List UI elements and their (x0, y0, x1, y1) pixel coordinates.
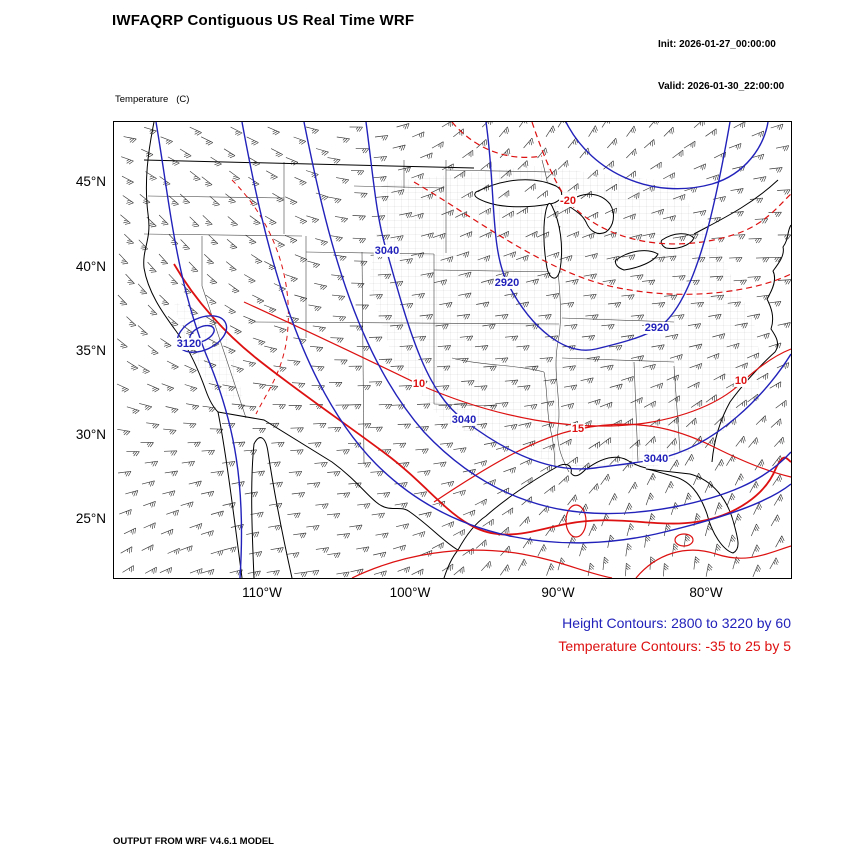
mexico-border (217, 411, 459, 551)
lake-erie (615, 250, 659, 271)
x-tick-100w: 100°W (389, 585, 431, 600)
atlantic-coast (711, 224, 791, 463)
temp-contour-closed (565, 504, 587, 538)
y-tick-45n: 45°N (75, 174, 106, 189)
page-title: IWFAQRP Contiguous US Real Time WRF (112, 12, 415, 29)
map-svg (116, 122, 791, 578)
height-contours (155, 122, 791, 578)
temp-contour (351, 549, 613, 578)
lake-huron (565, 193, 614, 235)
y-tick-40n: 40°N (75, 259, 106, 274)
map-frame: 3040 2920 2920 3040 3040 3120 -20 10 10 15 (113, 121, 792, 579)
y-tick-25n: 25°N (75, 511, 106, 526)
legend-temperature: Temperature (C) (115, 94, 190, 105)
y-tick-35n: 35°N (75, 343, 106, 358)
gulf-coast (443, 456, 647, 578)
temp-contour (231, 179, 289, 415)
canada-border (143, 159, 475, 169)
model-footer: OUTPUT FROM WRF V4.6.1 MODEL WE = 580 ; … (113, 809, 501, 850)
temperature-contour-scale: Temperature Contours: -35 to 25 by 5 (558, 638, 791, 654)
y-tick-30n: 30°N (75, 427, 106, 442)
height-contour-scale: Height Contours: 2800 to 3220 by 60 (562, 615, 791, 631)
coastline (143, 122, 791, 578)
height-contour (303, 122, 791, 515)
x-tick-80w: 80°W (689, 585, 723, 600)
model-output-line: OUTPUT FROM WRF V4.6.1 MODEL (113, 836, 274, 847)
county-texture (174, 166, 764, 467)
height-contour (241, 122, 791, 544)
height-contour (365, 122, 791, 470)
temp-contour-closed (674, 533, 694, 547)
st-lawrence (693, 179, 779, 235)
temp-contour (413, 181, 791, 295)
temp-contour (451, 122, 543, 158)
x-tick-110w: 110°W (242, 585, 282, 600)
temp-contour (433, 423, 791, 503)
init-time: Init: 2026-01-27_00:00:00 (658, 39, 776, 50)
height-contour (485, 122, 731, 351)
lake-michigan (543, 202, 563, 279)
gulf-of-california (251, 437, 293, 578)
florida-peninsula (645, 468, 739, 554)
height-contour (565, 122, 769, 190)
x-tick-90w: 90°W (541, 585, 575, 600)
height-contour (155, 122, 243, 578)
init-valid-block: Init: 2026-01-27_00:00:00 Valid: 2026-01… (658, 10, 784, 122)
valid-time: Valid: 2026-01-30_22:00:00 (658, 81, 785, 92)
temp-contour (531, 122, 791, 245)
temp-contour (635, 545, 791, 578)
